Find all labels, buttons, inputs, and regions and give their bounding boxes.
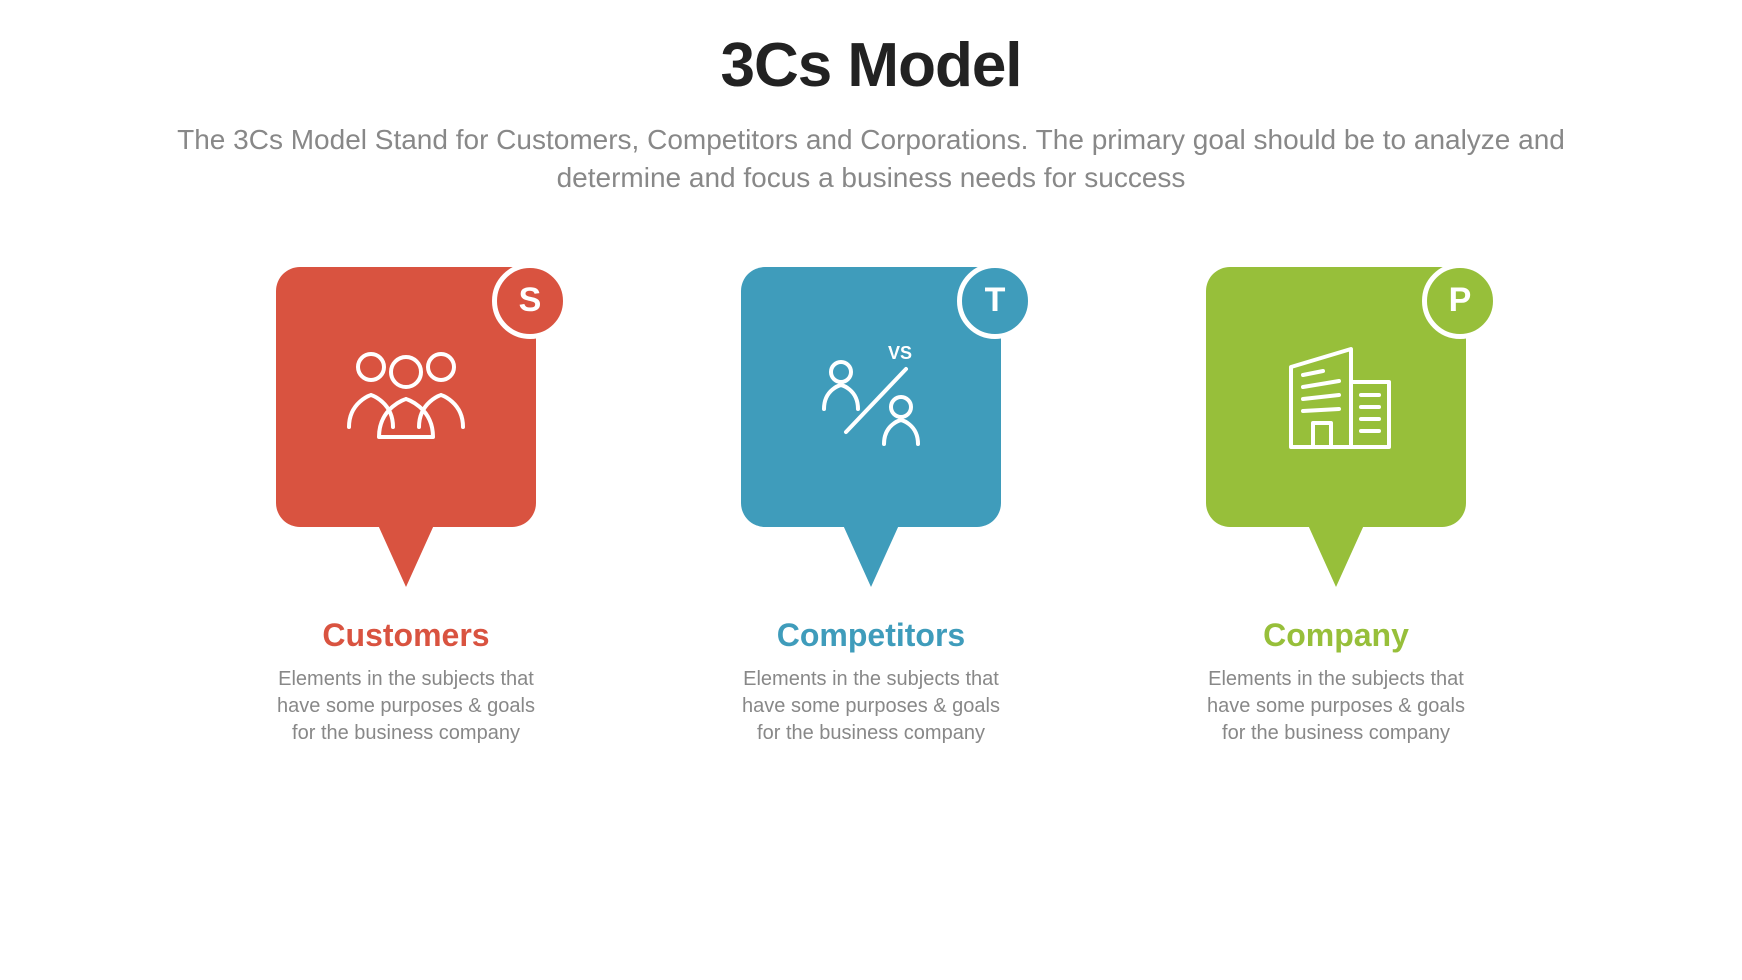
bubble-competitors: VS T [741, 267, 1001, 587]
badge-t-label: T [985, 281, 1006, 320]
card-title-customers: Customers [322, 617, 489, 654]
bubble-tail-customers [378, 525, 434, 587]
bubble-customers: S [276, 267, 536, 587]
card-competitors: VS T Competitors Elements in the subject… [711, 267, 1031, 747]
card-title-company: Company [1263, 617, 1409, 654]
svg-text:VS: VS [888, 343, 912, 363]
bubble-tail-company [1308, 525, 1364, 587]
page-title: 3Cs Model [720, 30, 1021, 101]
cards-row: S Customers Elements in the subjects tha… [246, 267, 1496, 747]
badge-p-label: P [1449, 281, 1472, 320]
bubble-company: P [1206, 267, 1466, 587]
card-company: P Company Elements in the subjects that … [1176, 267, 1496, 747]
badge-s: S [492, 263, 568, 339]
card-desc-competitors: Elements in the subjects that have some … [731, 666, 1011, 747]
card-desc-company: Elements in the subjects that have some … [1196, 666, 1476, 747]
people-icon [331, 337, 481, 457]
versus-icon: VS [796, 337, 946, 457]
badge-p: P [1422, 263, 1498, 339]
building-icon [1261, 337, 1411, 457]
page-subtitle: The 3Cs Model Stand for Customers, Compe… [121, 121, 1621, 197]
card-desc-customers: Elements in the subjects that have some … [266, 666, 546, 747]
badge-t: T [957, 263, 1033, 339]
bubble-tail-competitors [843, 525, 899, 587]
card-customers: S Customers Elements in the subjects tha… [246, 267, 566, 747]
card-title-competitors: Competitors [777, 617, 965, 654]
badge-s-label: S [519, 281, 542, 320]
